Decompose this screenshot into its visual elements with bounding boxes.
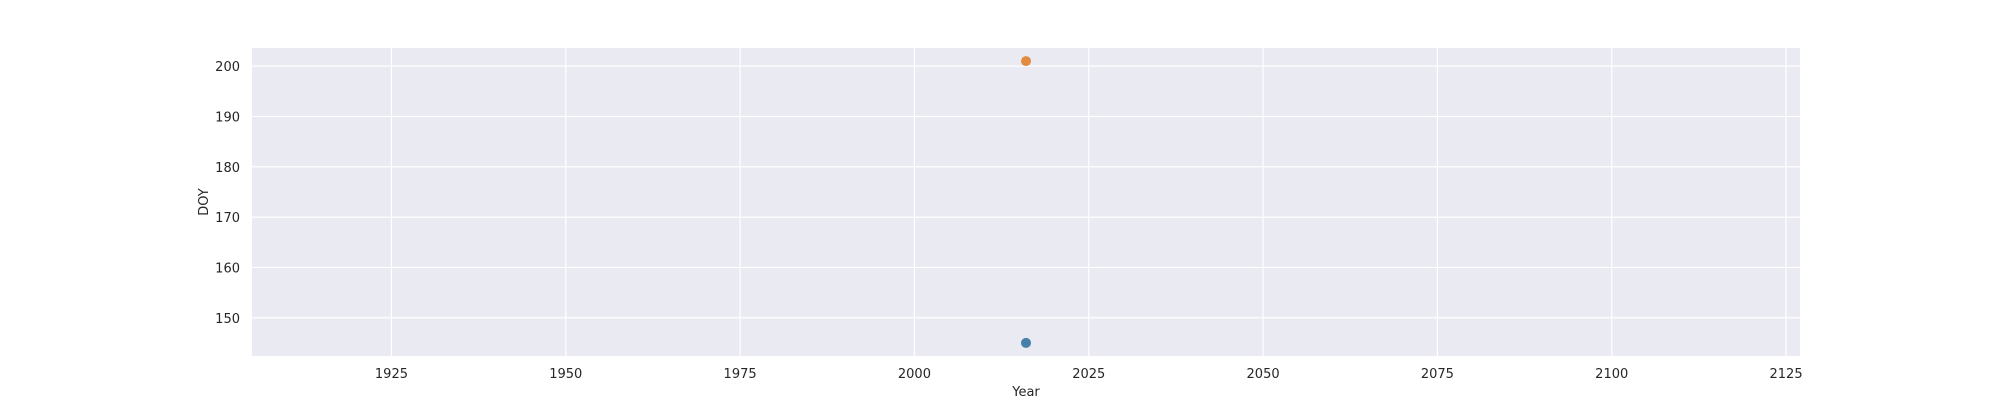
y-tick-label: 160 xyxy=(215,261,240,276)
x-tick-label: 1975 xyxy=(724,367,757,382)
x-tick-label: 1950 xyxy=(549,367,582,382)
x-tick-label: 2075 xyxy=(1421,367,1454,382)
scatter-point xyxy=(1021,337,1031,348)
x-axis-label: Year xyxy=(1011,385,1040,400)
x-tick-label: 2050 xyxy=(1247,367,1280,382)
y-tick-label: 190 xyxy=(215,110,240,125)
y-tick-label: 170 xyxy=(215,211,240,226)
y-axis-label: DOY xyxy=(197,188,212,216)
x-tick-label: 1925 xyxy=(375,367,408,382)
y-tick-label: 200 xyxy=(215,60,240,75)
x-tick-label: 2125 xyxy=(1770,367,1803,382)
y-tick-label: 180 xyxy=(215,161,240,176)
data-points xyxy=(1021,56,1031,348)
plot-area xyxy=(252,48,1800,356)
x-tick-label: 2000 xyxy=(898,367,931,382)
x-tick-label: 2025 xyxy=(1072,367,1105,382)
grid xyxy=(252,48,1800,356)
x-tick-label: 2100 xyxy=(1595,367,1628,382)
tick-labels: 1925 1950 1975 2000 2025 2050 2075 2100 2125 150 1… xyxy=(215,60,1802,382)
scatter-point xyxy=(1021,56,1031,67)
y-tick-label: 150 xyxy=(215,312,240,327)
